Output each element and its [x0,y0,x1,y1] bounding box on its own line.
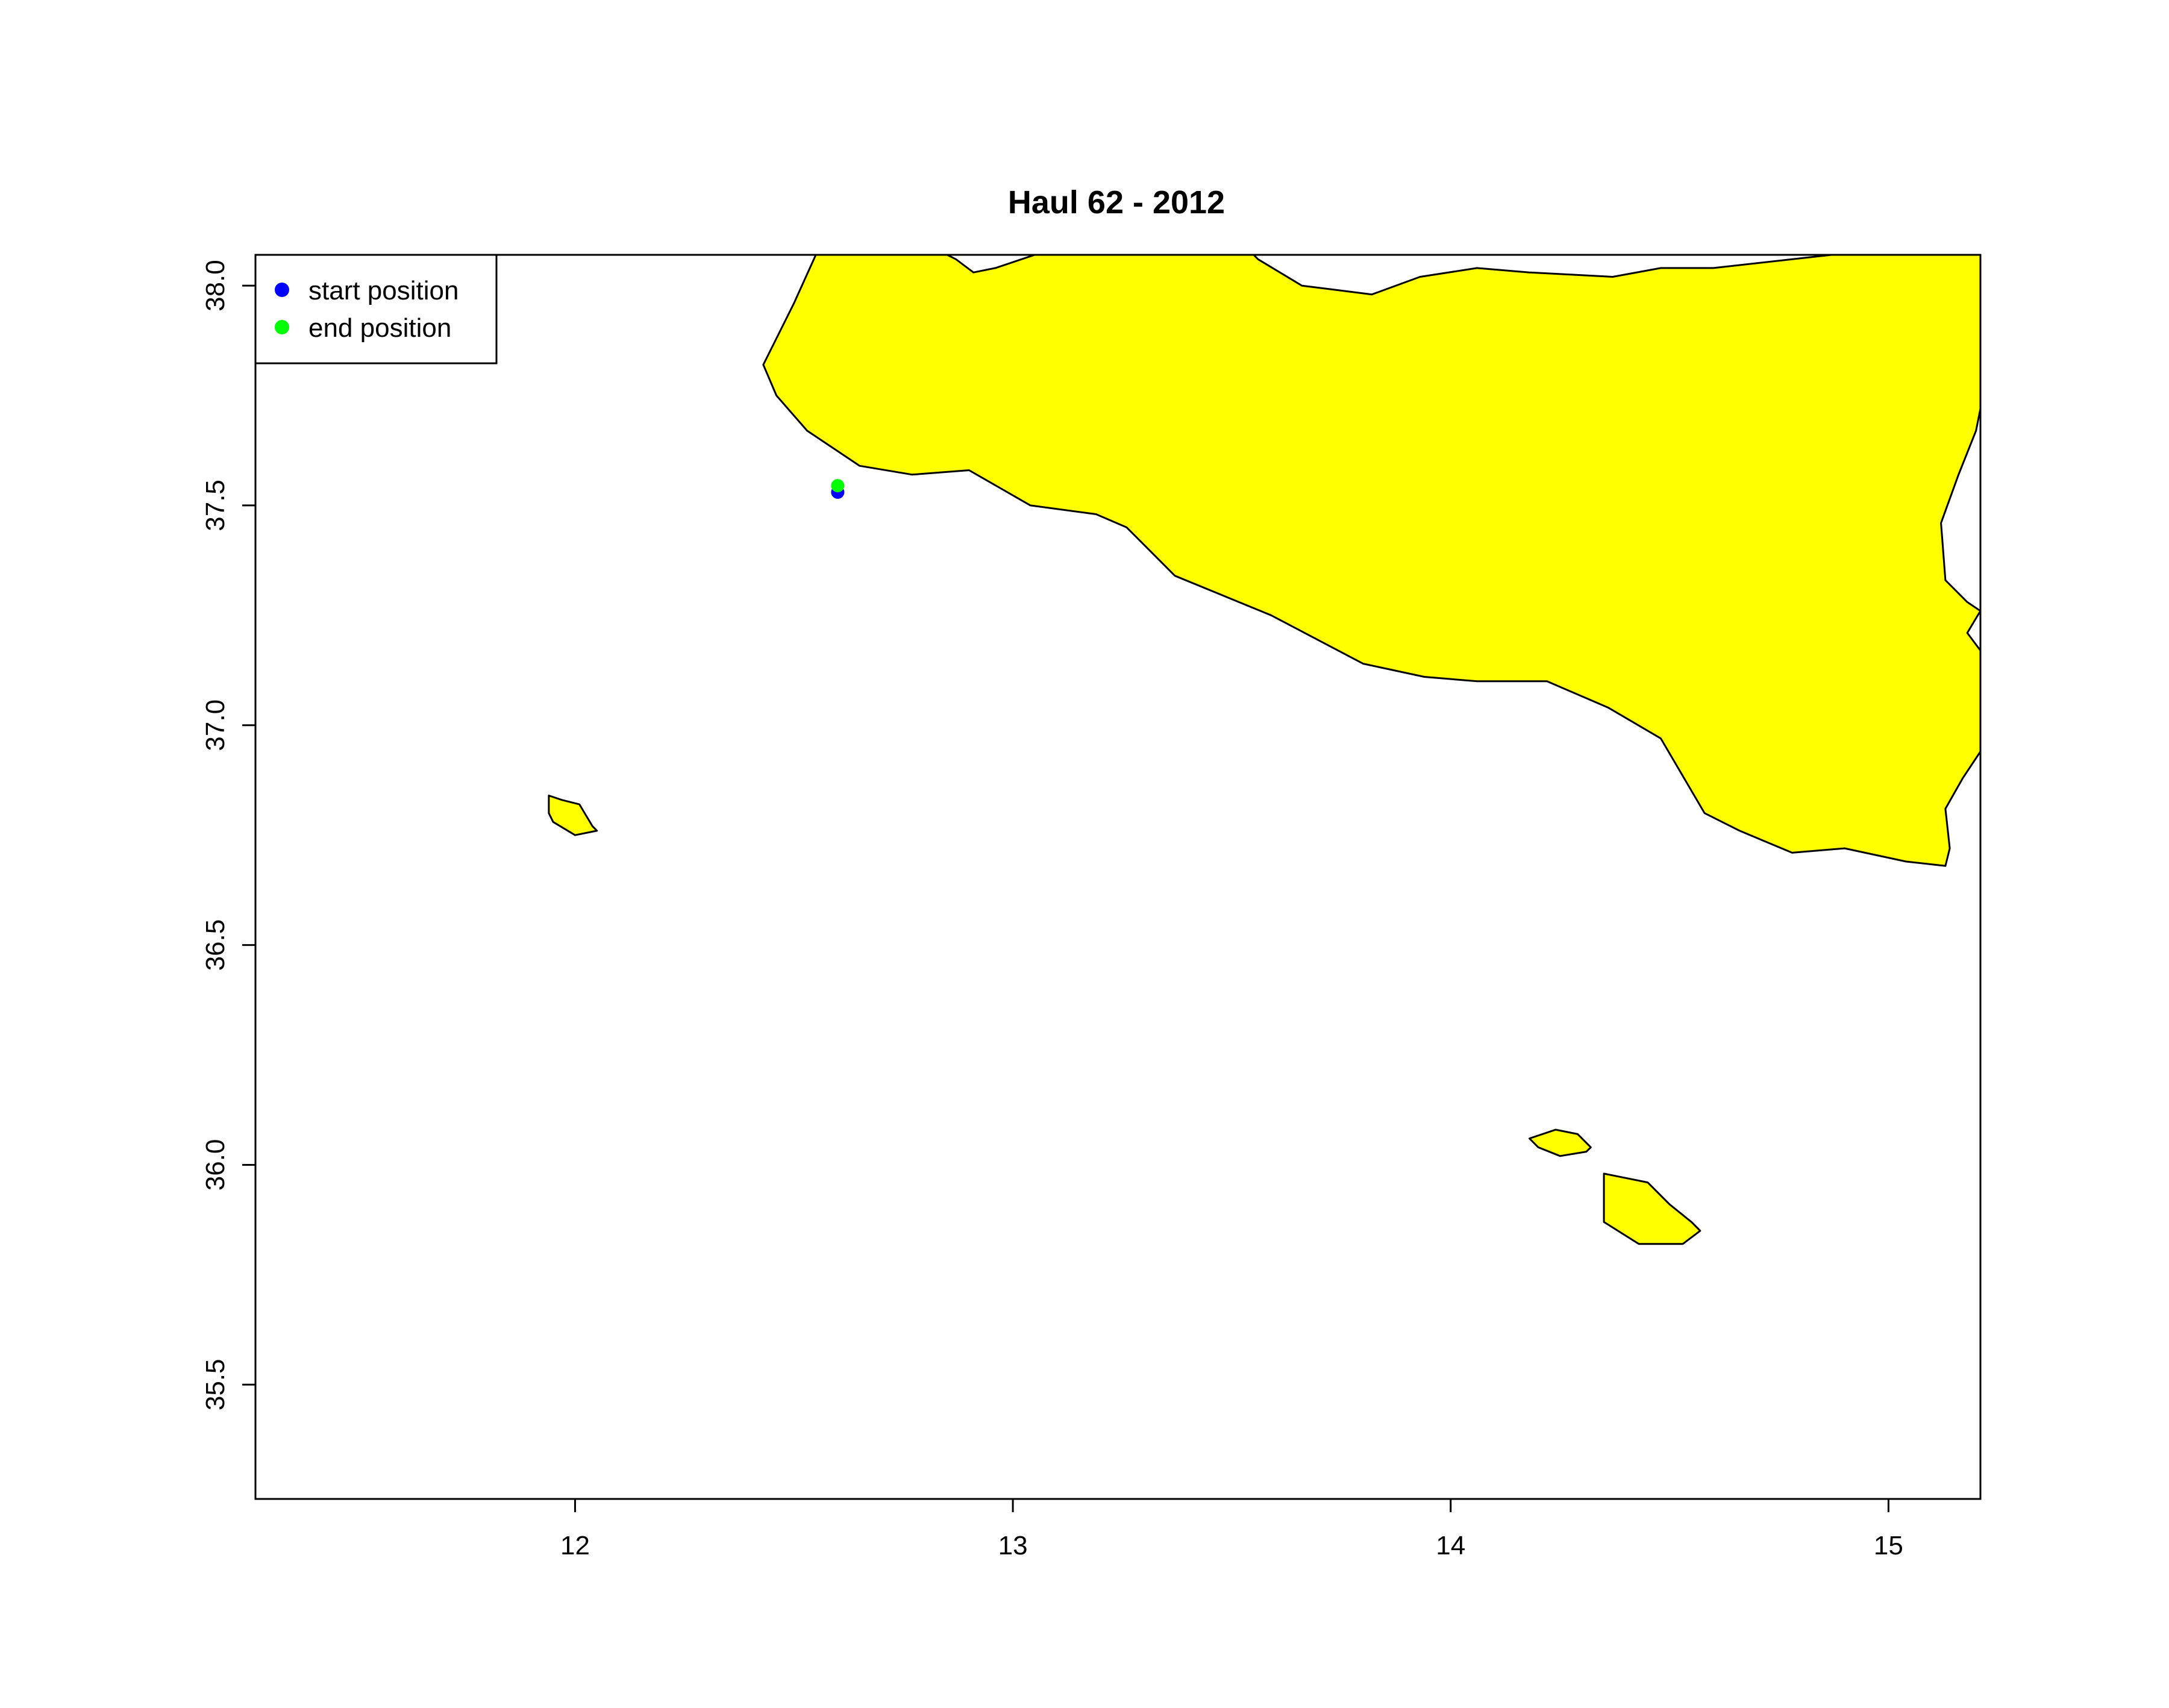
legend-start-label: start position [308,276,459,305]
y-tick-label: 38.0 [201,260,230,311]
land-malta [1603,1172,1701,1245]
legend-box [254,254,498,364]
legend-end-marker [275,320,289,334]
y-axis: 35.5 36.0 36.5 37.0 37.5 38.0 [201,260,255,1410]
land-marettimo [548,795,598,836]
x-tick-label: 14 [1436,1531,1465,1560]
points-layer [831,479,845,499]
y-tick-label: 35.5 [201,1359,230,1410]
y-tick-label: 36.0 [201,1139,230,1191]
y-tick-label: 36.5 [201,919,230,971]
map-title: Haul 62 - 2012 [1008,184,1225,221]
y-tick-label: 37.5 [201,480,230,531]
x-axis: 12 13 14 15 [560,1499,1903,1560]
legend-end-label: end position [308,313,451,343]
land-sicily [762,255,1980,867]
legend: start position end position [254,254,498,364]
y-tick-label: 37.0 [201,699,230,751]
legend-start-marker [275,283,289,297]
x-tick-label: 13 [998,1531,1028,1560]
plot-frame [254,254,1982,1500]
land-layer [548,255,1980,1245]
x-tick-label: 15 [1874,1531,1903,1560]
land-gozo [1529,1128,1592,1157]
end-position-point [831,479,845,493]
x-tick-label: 12 [560,1531,590,1560]
